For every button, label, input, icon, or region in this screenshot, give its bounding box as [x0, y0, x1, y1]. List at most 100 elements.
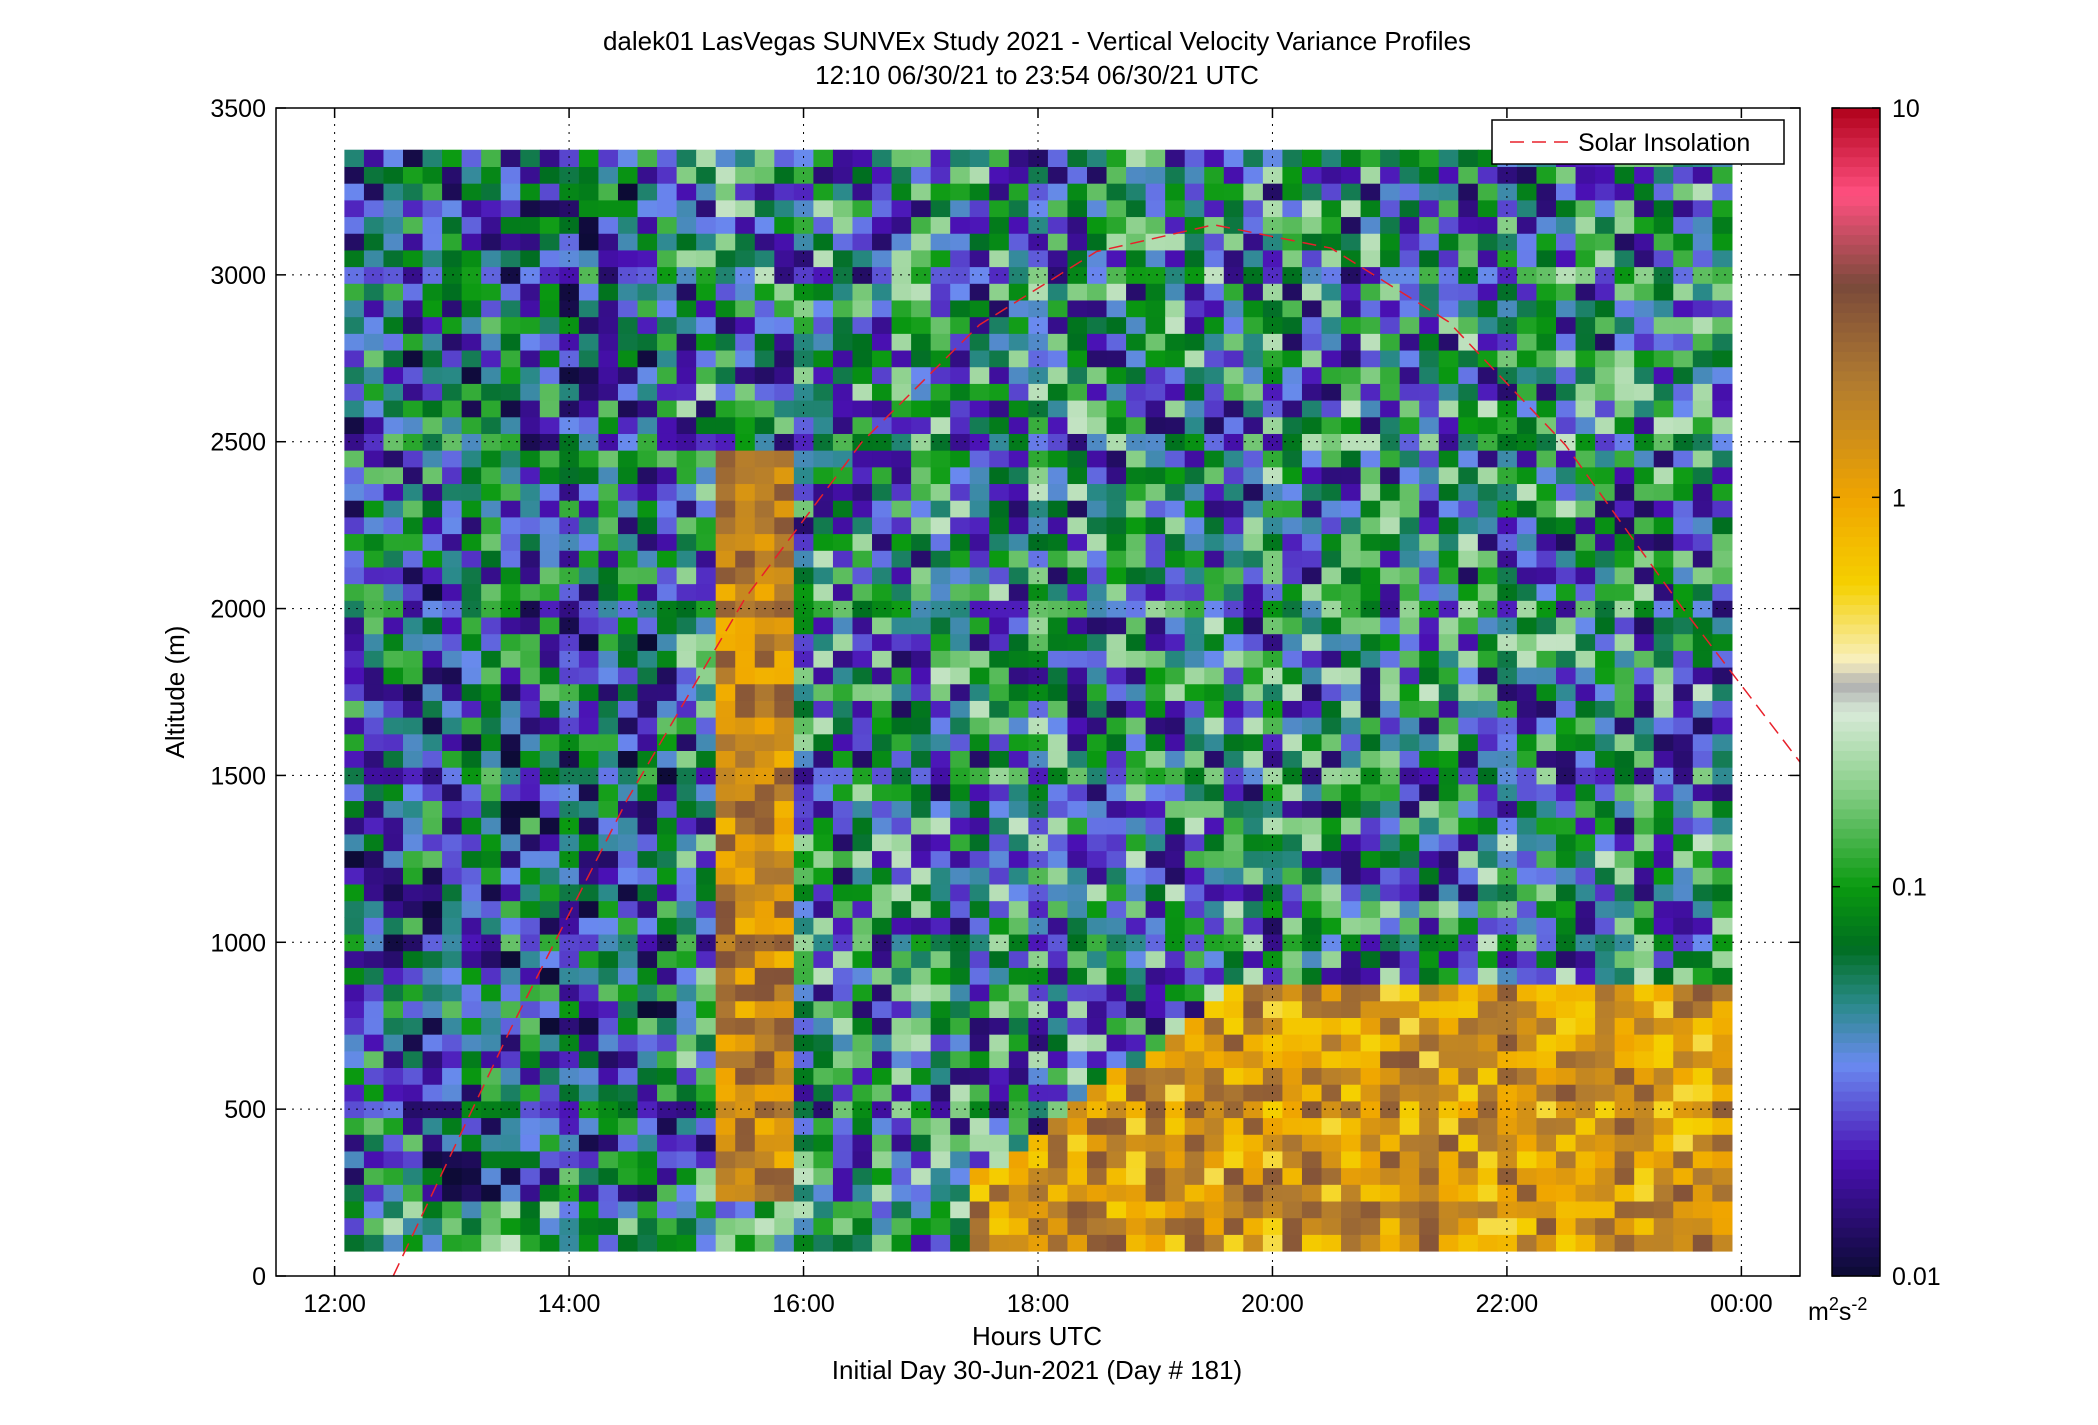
heatmap-cell: [403, 1067, 424, 1085]
heatmap-cell: [1653, 416, 1674, 434]
heatmap-cell: [500, 767, 521, 785]
heatmap-cell: [1301, 950, 1323, 968]
heatmap-cell: [793, 1000, 814, 1018]
heatmap-cell: [1008, 566, 1029, 585]
heatmap-cell: [1497, 1067, 1518, 1085]
heatmap-cell: [1614, 850, 1635, 868]
heatmap-cell: [1282, 1167, 1303, 1185]
heatmap-cell: [696, 466, 717, 485]
heatmap-cell: [1165, 500, 1186, 518]
heatmap-cell: [1047, 717, 1069, 735]
heatmap-cell: [637, 650, 658, 668]
heatmap-cell: [1556, 883, 1577, 902]
heatmap-cell: [793, 817, 814, 835]
heatmap-cell: [657, 1084, 678, 1102]
heatmap-cell: [1438, 800, 1459, 818]
heatmap-cell: [1087, 783, 1108, 802]
heatmap-cell: [715, 349, 736, 368]
heatmap-cell: [1243, 633, 1264, 651]
heatmap-cell: [1301, 349, 1323, 368]
heatmap-cell: [1184, 717, 1205, 735]
heatmap-cell: [1341, 199, 1362, 218]
heatmap-cell: [1419, 1150, 1440, 1169]
heatmap-cell: [969, 700, 990, 718]
heatmap-cell: [1477, 833, 1498, 852]
heatmap-cell: [1634, 650, 1655, 668]
heatmap-cell: [1360, 967, 1381, 985]
heatmap-cell: [1341, 800, 1362, 818]
heatmap-cell: [657, 216, 678, 234]
heatmap-cell: [1204, 500, 1225, 518]
heatmap-cell: [1399, 1134, 1420, 1152]
heatmap-cell: [442, 666, 463, 685]
heatmap-cell: [1673, 283, 1694, 301]
heatmap-cell: [637, 233, 658, 251]
heatmap-cell: [578, 299, 600, 318]
heatmap-cell: [1223, 266, 1244, 284]
heatmap-cell: [1047, 1167, 1069, 1185]
heatmap-cell: [1360, 199, 1381, 218]
heatmap-cell: [1477, 967, 1498, 985]
heatmap-cell: [950, 533, 971, 551]
heatmap-cell: [1360, 1100, 1381, 1119]
heatmap-cell: [1204, 450, 1225, 468]
heatmap-cell: [813, 1000, 834, 1018]
heatmap-cell: [1223, 416, 1244, 434]
heatmap-cell: [989, 1084, 1010, 1102]
heatmap-cell: [1614, 1150, 1635, 1169]
heatmap-cell: [1341, 400, 1362, 418]
heatmap-cell: [363, 700, 385, 718]
heatmap-cell: [1126, 483, 1147, 501]
heatmap-cell: [500, 883, 521, 902]
heatmap-cell: [559, 183, 580, 201]
heatmap-cell: [872, 533, 893, 551]
heatmap-cell: [442, 1117, 463, 1135]
heatmap-cell: [1360, 299, 1381, 318]
heatmap-cell: [1047, 1217, 1069, 1235]
heatmap-cell: [891, 183, 912, 201]
heatmap-cell: [657, 483, 678, 501]
heatmap-cell: [1184, 1117, 1205, 1135]
heatmap-cell: [539, 283, 560, 301]
heatmap-cell: [520, 783, 541, 802]
heatmap-cell: [403, 349, 424, 368]
heatmap-cell: [1262, 550, 1284, 568]
heatmap-cell: [1497, 1100, 1518, 1119]
heatmap-cell: [363, 1117, 385, 1135]
heatmap-cell: [1223, 1084, 1244, 1102]
heatmap-cell: [363, 1067, 385, 1085]
heatmap-cell: [1516, 767, 1538, 785]
heatmap-cell: [1360, 316, 1381, 334]
heatmap-cell: [1165, 516, 1186, 535]
heatmap-cell: [1575, 1117, 1596, 1135]
heatmap-cell: [559, 800, 580, 818]
heatmap-cell: [1008, 349, 1029, 368]
heatmap-cell: [774, 199, 795, 218]
heatmap-cell: [852, 950, 873, 968]
heatmap-cell: [1380, 950, 1401, 968]
heatmap-cell: [1165, 700, 1186, 718]
heatmap-cell: [578, 1167, 600, 1185]
heatmap-cell: [852, 750, 873, 768]
heatmap-cell: [832, 1150, 854, 1169]
colorbar-cell: [1832, 341, 1880, 352]
heatmap-cell: [696, 616, 717, 635]
heatmap-cell: [832, 433, 854, 451]
heatmap-cell: [1497, 1000, 1518, 1018]
heatmap-cell: [637, 550, 658, 568]
heatmap-cell: [1712, 433, 1733, 451]
heatmap-cell: [442, 750, 463, 768]
heatmap-cell: [1536, 967, 1557, 985]
heatmap-cell: [832, 416, 854, 434]
heatmap-cell: [1360, 616, 1381, 635]
heatmap-cell: [1692, 850, 1713, 868]
heatmap-cell: [1047, 933, 1069, 952]
heatmap-cell: [500, 400, 521, 418]
heatmap-cell: [1692, 683, 1713, 701]
heatmap-cell: [1673, 683, 1694, 701]
heatmap-cell: [950, 1100, 971, 1119]
heatmap-cell: [1497, 1017, 1518, 1035]
heatmap-cell: [969, 199, 990, 218]
heatmap-cell: [872, 149, 893, 167]
heatmap-cell: [1497, 1167, 1518, 1185]
